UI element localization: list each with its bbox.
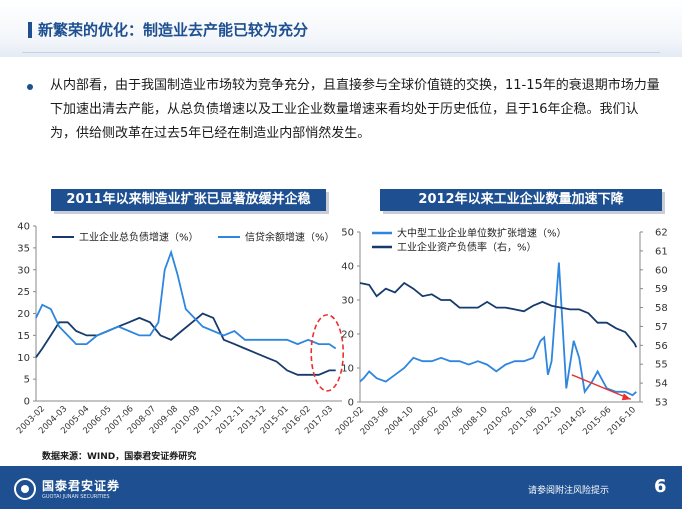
chart1-y-tick-label: 0	[24, 397, 30, 408]
title-divider	[22, 52, 660, 53]
chart2-x-tick-label: 2008-10	[458, 405, 490, 437]
chart1-x-tick-label: 2003-02	[15, 404, 47, 436]
chart2-x-tick-label: 2014-02	[556, 405, 588, 437]
chart1-x-tick-label: 2005-04	[59, 404, 91, 436]
title-band	[0, 0, 682, 57]
source-note: 数据来源：WIND，国泰君安证券研究	[42, 452, 197, 462]
chart1-series-line-2	[35, 249, 337, 350]
chart1-highlight-ellipse	[310, 314, 345, 392]
chart2-trend-arrow-line	[571, 374, 632, 400]
chart1-y-tick-label: 35	[17, 243, 30, 254]
chart2-legend-label-1: 大中型工业企业单位数扩张增速（%）	[397, 227, 567, 240]
chart1-series-line-1	[35, 312, 336, 376]
chart2-left-tick-label: 50	[341, 228, 354, 239]
logo-subtext: GUOTAI JUNAN SECURITIES	[42, 494, 110, 500]
chart1-y-tick-label: 30	[17, 265, 30, 276]
chart2-x-tick-label: 2002-02	[334, 405, 366, 437]
logo-icon	[14, 478, 36, 500]
chart2-x-tick-label: 2007-06	[433, 405, 465, 437]
page-title: 新繁荣的优化：制造业去产能已较为充分	[38, 21, 309, 39]
chart1-x-tick-label: 2015-01	[259, 404, 291, 436]
chart1-x-tick-label: 2017-03	[303, 404, 335, 436]
chart2-x-tick-label: 2006-02	[408, 405, 440, 437]
chart1-x-tick-label: 2011-10	[192, 404, 224, 436]
chart1-y-tick-label: 20	[17, 309, 30, 320]
bullet-icon	[27, 84, 33, 90]
chart2-right-tick-label: 60	[655, 265, 668, 276]
chart2-right-tick-label: 59	[655, 284, 668, 295]
chart2-right-tick-label: 57	[655, 322, 668, 333]
chart1-y-tick-label: 10	[17, 353, 30, 364]
chart1-x-tick-label: 2016-02	[281, 404, 313, 436]
chart2-x-tick-label: 2012-10	[532, 405, 564, 437]
chart2-legend-label-2: 工业企业资产负债率（右，%）	[397, 241, 537, 254]
chart2-series-line-1	[359, 262, 637, 397]
chart2-right-tick-label: 58	[655, 303, 668, 314]
chart2-right-tick-label: 56	[655, 341, 668, 352]
chart2-x-tick-label: 2003-06	[359, 405, 391, 437]
chart2-left-tick-label: 40	[341, 262, 354, 273]
chart2-x-tick-label: 2016-10	[606, 405, 638, 437]
chart2-left-tick-label: 10	[341, 364, 354, 375]
chart1-legend-label-2: 信贷余额增速（%）	[245, 231, 335, 244]
chart1-legend-label-1: 工业企业总负债增速（%）	[79, 231, 199, 244]
chart2-title: 2012年以来工业企业数量加速下降	[380, 189, 662, 211]
chart1-x-tick-label: 2012-11	[214, 404, 246, 436]
chart1-x-tick-label: 2009-08	[148, 404, 180, 436]
chart2-right-tick-label: 61	[655, 246, 668, 257]
chart1-x-tick-label: 2008-07	[126, 404, 158, 436]
footer-bar	[0, 466, 682, 509]
chart2-left-tick-label: 30	[341, 296, 354, 307]
bullet-text: 从内部看，由于我国制造业市场较为竞争充分，且直接参与全球价值链的交换，11-15…	[50, 78, 660, 141]
chart1-y-tick-label: 40	[17, 222, 30, 233]
chart1-y-tick-label: 25	[17, 287, 30, 298]
chart1-x-tick-label: 2010-09	[170, 404, 202, 436]
chart2-left-tick-label: 20	[341, 330, 354, 341]
chart2-series-line-2	[359, 281, 638, 348]
chart1-x-tick-label: 2006-05	[81, 404, 113, 436]
chart2-right-tick-label: 53	[655, 398, 668, 409]
chart2-right-tick-label: 62	[655, 228, 668, 239]
chart2-x-tick-label: 2010-02	[482, 405, 514, 437]
chart2-x-tick-label: 2011-06	[507, 405, 539, 437]
chart2-x-tick-label: 2015-06	[581, 405, 613, 437]
chart2-right-tick-label: 54	[655, 379, 668, 390]
chart2-right-tick-label: 55	[655, 360, 668, 371]
chart1-x-tick-label: 2007-06	[104, 404, 136, 436]
chart2-trend-arrow-head	[621, 393, 631, 401]
chart1-x-tick-label: 2013-12	[236, 404, 268, 436]
chart1-x-tick-label: 2004-03	[37, 404, 69, 436]
chart2-x-tick-label: 2004-10	[383, 405, 415, 437]
disclaimer: 请参阅附注风险提示	[528, 486, 610, 496]
chart1-y-tick-label: 15	[17, 331, 30, 342]
page-number: 6	[654, 476, 667, 497]
chart1-y-tick-label: 5	[24, 375, 30, 386]
chart2-left-tick-label: 0	[348, 398, 354, 409]
logo-text: 国泰君安证券	[42, 479, 121, 493]
chart1-title: 2011年以来制造业扩张已显著放缓并企稳	[51, 189, 326, 211]
title-accent-bar	[28, 22, 32, 38]
